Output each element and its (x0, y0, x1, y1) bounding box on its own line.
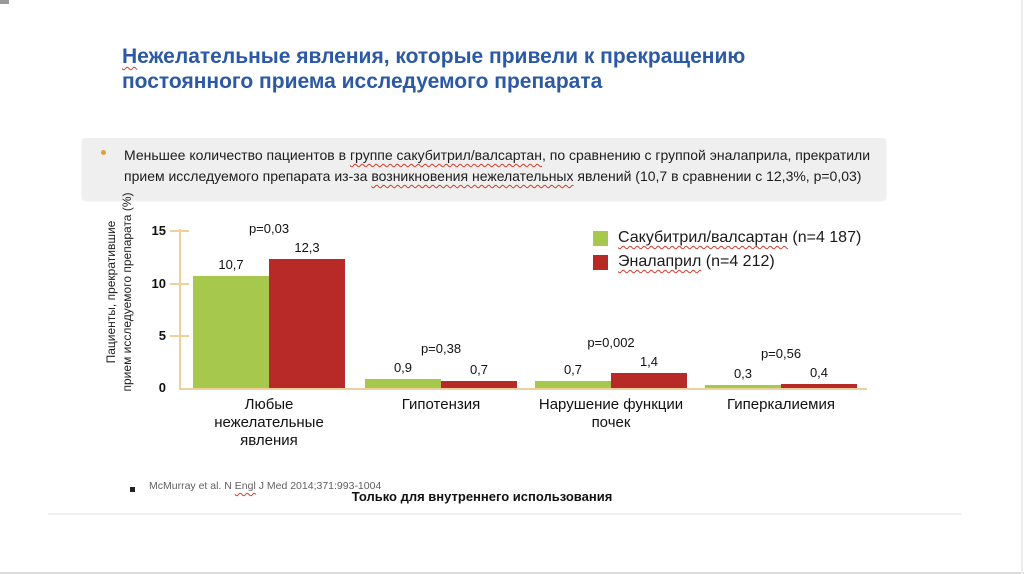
legend-swatch-enalapril (593, 255, 608, 270)
title-text: ежелательные явления, которые привели к … (122, 45, 746, 93)
y-tick-label: 0 (158, 380, 166, 395)
title-spellcheck-word: Н (122, 45, 138, 68)
screenshot-right-edge (1021, 0, 1023, 574)
legend-label-sacubitril: Сакубитрил/валсартан (n=4 187) (618, 229, 861, 247)
y-tick-label: 10 (151, 275, 166, 291)
bar-enalapril (269, 259, 345, 388)
reference-citation: McMurray et al. N Engl J Med 2014;371:99… (149, 480, 381, 492)
reference-bullet-icon (130, 487, 135, 492)
internal-use-notice: Только для внутреннего использования (351, 489, 613, 504)
bar-value-label: 0,7 (469, 362, 489, 377)
bar-sacubitril (193, 276, 269, 388)
category-label: Гипотензия (401, 396, 481, 413)
p-value-label: p=0,002 (587, 335, 635, 350)
bar-enalapril (611, 373, 687, 388)
bar-enalapril (441, 381, 517, 388)
summary-text-part: Меньшее количество пациентов в (124, 147, 350, 163)
category-label: Любые нежелательные явления (214, 396, 324, 449)
summary-spellcheck-word: возникновения нежелательных (371, 168, 574, 184)
y-tick-label: 15 (151, 223, 166, 239)
y-axis-label-line: прием исследуемого препарата (%) (120, 192, 134, 392)
legend-label-enalapril: Эналаприл (n=4 212) (618, 253, 775, 271)
y-tick-label: 5 (158, 327, 166, 343)
bar-value-label: 10,7 (218, 257, 244, 272)
summary-spellcheck-word: группе сакубитрил/валсартан (349, 147, 542, 163)
y-axis-line (179, 229, 181, 390)
bar-value-label: 12,3 (294, 240, 320, 255)
legend-n-count: (n=4 187) (787, 229, 862, 246)
bullet-icon (101, 150, 106, 155)
p-value-label: p=0,03 (248, 221, 290, 236)
bar-value-label: 1,4 (639, 354, 659, 369)
y-axis-label: Пациенты, прекратившие прием исследуемого… (103, 192, 137, 392)
bar-enalapril (781, 384, 857, 388)
bar-value-label: 0,4 (809, 365, 829, 380)
summary-text-part: , по сравнению с группой эналаприла, пре… (124, 147, 871, 184)
reference-spellcheck-word: Engl (234, 480, 256, 492)
legend-drug-name: Эналаприл (618, 253, 702, 270)
y-axis-tick (170, 282, 189, 285)
screenshot-bottom-edge (0, 572, 1024, 574)
bar-sacubitril (365, 379, 441, 388)
bar-sacubitril (535, 381, 611, 388)
footer-divider (48, 513, 962, 515)
bar-sacubitril (705, 385, 781, 388)
x-axis-line (179, 388, 867, 390)
legend-n-count: (n=4 212) (701, 253, 775, 270)
bar-value-label: 0,3 (733, 366, 753, 381)
y-axis-tick (170, 334, 189, 337)
category-label: Гиперкалиемия (727, 396, 835, 413)
reference-text-part: McMurray et al. N (149, 480, 235, 492)
p-value-label: p=0,38 (420, 341, 462, 356)
category-label: Нарушение функции почек (538, 396, 684, 431)
reference-text-part: J Med 2014;371:993-1004 (255, 480, 382, 492)
p-value-label: p=0,56 (760, 346, 802, 361)
screenshot-corner-artifact (0, 0, 9, 4)
legend-swatch-sacubitril (593, 231, 608, 246)
legend-drug-name: Сакубитрил/валсартан (618, 229, 788, 246)
bar-value-label: 0,7 (563, 362, 583, 377)
summary-text-part: явлений (10,7 в сравнении с 12,3%, p=0,0… (573, 168, 862, 184)
bar-value-label: 0,9 (393, 360, 413, 375)
page-title: Нежелательные явления, которые привели к… (122, 44, 770, 94)
summary-text: Меньшее количество пациентов в группе са… (124, 145, 882, 187)
y-axis-label-line: Пациенты, прекратившие (104, 220, 118, 364)
summary-callout (82, 138, 886, 200)
y-axis-tick (170, 230, 189, 233)
